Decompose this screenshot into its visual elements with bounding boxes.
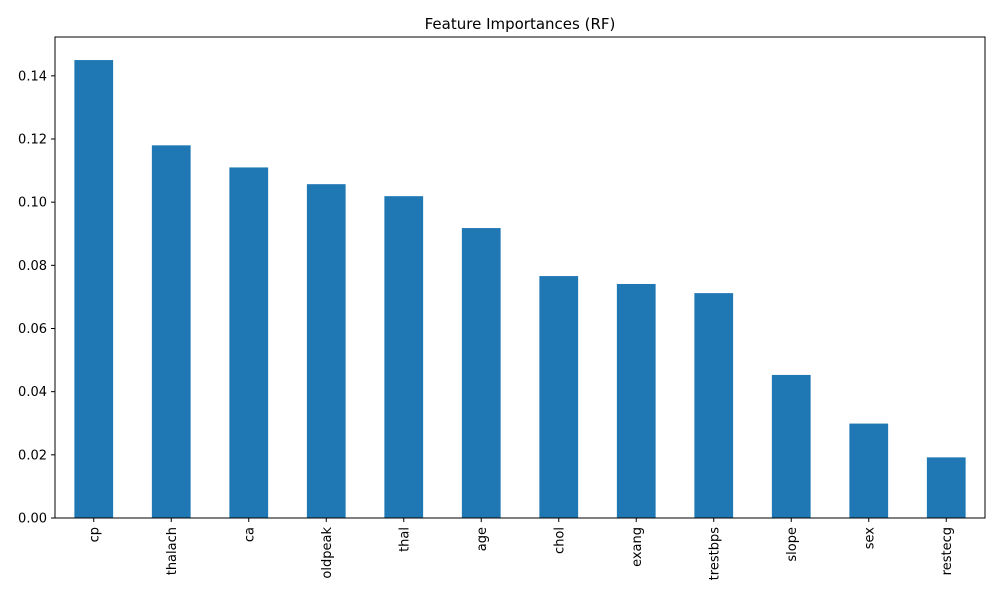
x-tick-label: oldpeak	[320, 527, 335, 579]
x-axis: cp thalach ca oldpeak thal age chol exang trestb…	[87, 518, 955, 580]
bar-thal	[384, 196, 424, 519]
y-tick-label: 0.12	[18, 133, 47, 148]
bar-chol	[539, 276, 579, 518]
y-tick-label: 0.10	[18, 196, 47, 211]
y-tick-label: 0.14	[18, 69, 47, 84]
bar-age	[461, 228, 501, 518]
bar-restecg	[926, 457, 966, 518]
bar-sex	[849, 423, 889, 518]
x-tick-label: thalach	[165, 527, 180, 575]
y-tick-label: 0.04	[18, 385, 47, 400]
y-tick-label: 0.02	[18, 448, 47, 463]
bar-series	[74, 60, 966, 519]
y-axis: 0.00 0.02 0.04 0.06 0.08 0.10 0.12 0.14	[18, 69, 55, 527]
x-tick-label: trestbps	[707, 527, 722, 581]
x-tick-label: slope	[785, 527, 800, 562]
bar-cp	[74, 60, 114, 519]
x-tick-label: restecg	[940, 527, 955, 575]
bar-thalach	[151, 145, 191, 518]
x-tick-label: exang	[630, 527, 645, 567]
x-tick-label: thal	[397, 527, 412, 552]
bar-ca	[229, 167, 269, 519]
y-tick-label: 0.00	[18, 512, 47, 527]
plot-frame	[54, 36, 986, 519]
x-tick-label: ca	[242, 527, 257, 542]
bar-exang	[616, 283, 656, 518]
bar-oldpeak	[306, 184, 346, 518]
x-tick-label: sex	[862, 527, 877, 550]
bar-trestbps	[694, 293, 734, 518]
y-tick-label: 0.08	[18, 259, 47, 274]
x-tick-label: age	[475, 527, 490, 551]
x-tick-label: cp	[87, 527, 102, 542]
chart-title: Feature Importances (RF)	[425, 15, 616, 33]
bar-slope	[771, 374, 811, 518]
y-tick-label: 0.06	[18, 322, 47, 337]
x-tick-label: chol	[552, 527, 567, 554]
